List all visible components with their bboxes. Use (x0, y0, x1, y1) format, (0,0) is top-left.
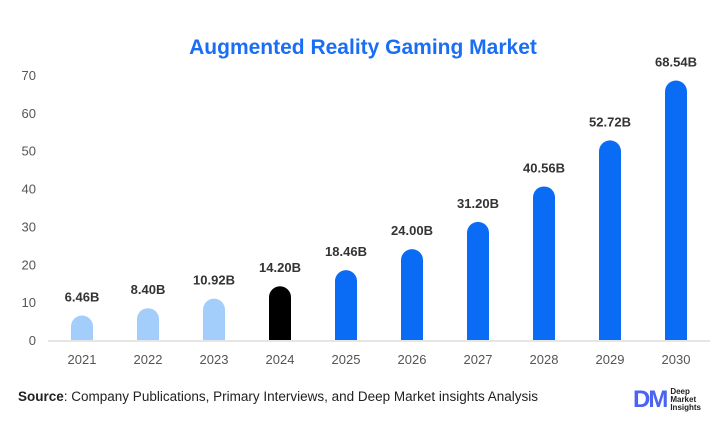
y-tick-label: 40 (22, 182, 36, 197)
x-tick-label: 2028 (530, 352, 559, 367)
bar (665, 80, 687, 340)
x-tick-label: 2024 (266, 352, 295, 367)
source-note: Source: Company Publications, Primary In… (18, 389, 538, 404)
logo-text: Deep Market Insights (670, 388, 701, 412)
bar (71, 315, 94, 340)
data-label: 24.00B (391, 223, 433, 238)
data-label: 6.46B (65, 290, 100, 305)
data-label: 68.54B (655, 55, 697, 70)
bar (599, 140, 621, 340)
x-tick-label: 2029 (596, 352, 625, 367)
y-tick-label: 10 (22, 295, 36, 310)
y-tick-label: 70 (22, 68, 36, 83)
data-label: 52.72B (589, 114, 631, 129)
x-tick-label: 2023 (200, 352, 229, 367)
logo-line: Market (670, 395, 697, 404)
logo-mark: DM (633, 386, 668, 413)
logo-line: Insights (670, 403, 701, 412)
bar (467, 221, 489, 340)
source-label: Source (18, 389, 64, 404)
data-label: 40.56B (523, 160, 565, 175)
data-label: 8.40B (131, 282, 166, 297)
y-tick-label: 60 (22, 106, 36, 121)
chart-title: Augmented Reality Gaming Market (189, 36, 537, 59)
data-label: 10.92B (193, 273, 235, 288)
y-tick-label: 20 (22, 257, 36, 272)
x-tick-label: 2022 (134, 352, 163, 367)
logo: DM Deep Market Insights (633, 386, 701, 414)
data-label: 18.46B (325, 244, 367, 259)
bar (533, 186, 555, 340)
x-tick-label: 2021 (68, 352, 97, 367)
x-tick-label: 2025 (332, 352, 361, 367)
y-tick-label: 50 (22, 144, 36, 159)
x-tick-label: 2030 (662, 352, 691, 367)
bar (269, 286, 291, 340)
y-tick-label: 0 (29, 333, 36, 348)
x-tick-label: 2026 (398, 352, 427, 367)
y-tick-label: 30 (22, 219, 36, 234)
logo-line: Deep (670, 387, 690, 396)
bar (335, 270, 357, 340)
bar (203, 298, 225, 340)
data-label: 14.20B (259, 260, 301, 275)
data-label: 31.20B (457, 196, 499, 211)
source-text: : Company Publications, Primary Intervie… (63, 389, 538, 404)
bar (137, 308, 159, 340)
x-tick-label: 2027 (464, 352, 493, 367)
bar (401, 249, 423, 340)
